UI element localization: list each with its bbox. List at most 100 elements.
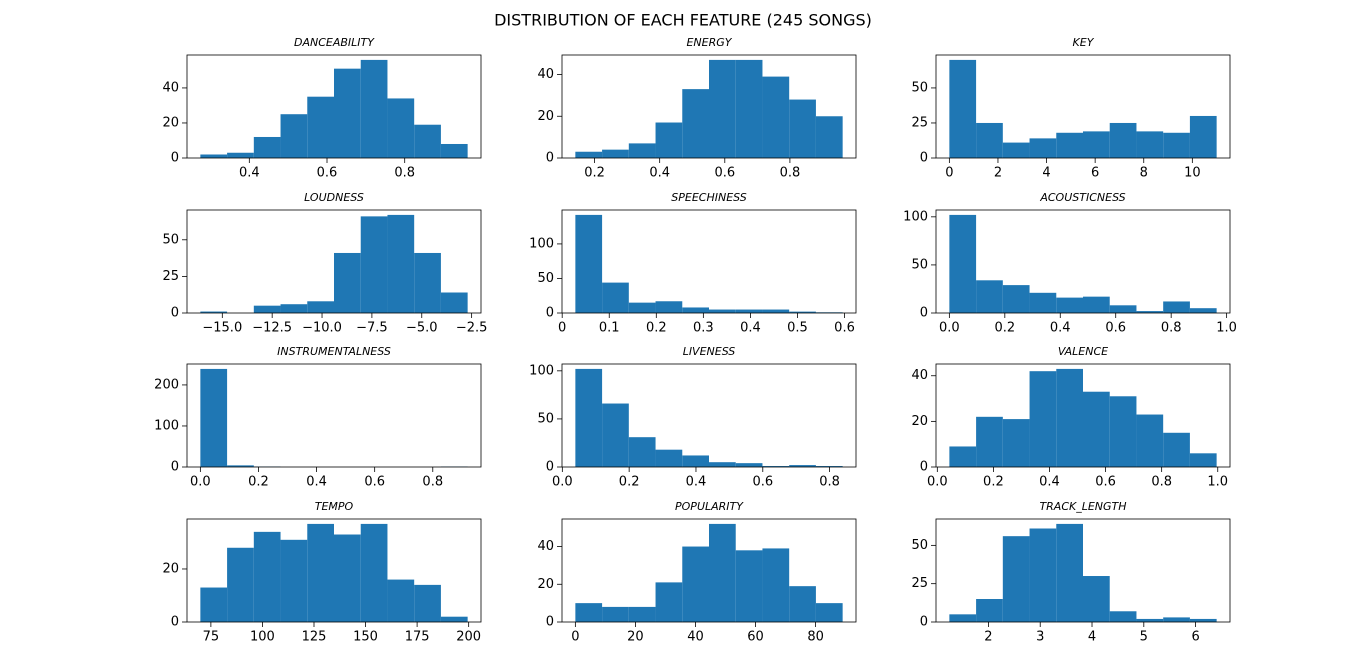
bar: [307, 301, 334, 313]
bar: [1189, 453, 1217, 467]
subplot-title: TEMPO: [315, 500, 354, 513]
bar: [1002, 419, 1030, 467]
y-tick-label: 40: [537, 539, 554, 554]
x-tick-label: 0: [945, 166, 953, 181]
bar: [1056, 523, 1083, 622]
x-tick-label: 0.0: [552, 475, 573, 490]
bar: [628, 606, 656, 622]
x-tick-label: 0.6: [834, 321, 855, 336]
bar: [682, 89, 709, 158]
axes-frame: [935, 363, 1231, 468]
bar: [1109, 122, 1137, 158]
bar: [1056, 368, 1083, 467]
bar: [280, 539, 308, 622]
bar: [602, 149, 629, 158]
bar: [815, 466, 843, 467]
x-tick-label: 75: [203, 630, 220, 645]
y-tick-label: 50: [911, 257, 928, 272]
bar: [682, 546, 709, 622]
axes-frame: [561, 209, 857, 314]
bar: [1109, 396, 1137, 467]
x-tick-label: 0.8: [422, 475, 443, 490]
bar: [602, 282, 629, 313]
bar: [789, 586, 816, 622]
bar: [1163, 301, 1190, 313]
x-tick-label: 0.6: [1095, 475, 1116, 490]
x-tick-label: 10: [1184, 166, 1201, 181]
bar: [307, 523, 334, 622]
bar: [1109, 305, 1137, 313]
x-tick-label: 0.8: [819, 475, 840, 490]
bar: [1083, 296, 1110, 313]
bar: [709, 462, 736, 467]
y-tick-label: 100: [529, 363, 554, 378]
axes-frame: [186, 518, 482, 623]
bar: [575, 214, 603, 313]
subplot-title: LOUDNESS: [304, 191, 364, 204]
bar: [387, 98, 415, 158]
y-tick-label: 20: [162, 115, 179, 130]
y-tick-label: 50: [162, 232, 179, 247]
bar: [762, 466, 790, 467]
y-tick-label: 0: [171, 615, 179, 630]
bar: [1083, 391, 1110, 467]
subplot: 0.0 0.2 0.4 0.6 0.8 0 50 100 LIVENESS: [529, 345, 857, 490]
subplot-title: LIVENESS: [683, 345, 736, 358]
subplot-title: INSTRUMENTALNESS: [277, 345, 391, 358]
bar: [307, 96, 334, 158]
subplot: 0.0 0.2 0.4 0.6 0.8 1.0 0 50 100 ACOUSTICNESS: [903, 191, 1237, 336]
y-tick-label: 40: [911, 368, 928, 383]
bar: [227, 152, 254, 158]
x-tick-label: 0.4: [686, 475, 707, 490]
bar: [334, 68, 361, 158]
x-tick-label: 0.0: [939, 321, 960, 336]
bar: [360, 523, 388, 622]
bar: [414, 584, 441, 622]
x-tick-label: 4: [1088, 630, 1096, 645]
x-tick-label: 0.1: [599, 321, 620, 336]
subplot: 0.0 0.2 0.4 0.6 0.8 0 100 200 INSTRUMENTALNESS: [154, 345, 482, 490]
bar: [280, 114, 308, 158]
bar: [200, 368, 228, 467]
bar: [815, 116, 843, 158]
x-tick-label: 40: [687, 630, 704, 645]
subplot-title: TRACK_LENGTH: [1039, 500, 1126, 513]
x-tick-label: 0.2: [646, 321, 667, 336]
bar: [253, 305, 281, 313]
bar: [440, 292, 468, 313]
bar: [1029, 138, 1057, 158]
bar: [280, 304, 308, 313]
bar: [655, 122, 683, 158]
y-tick-label: 50: [537, 271, 554, 286]
x-tick-label: −7.5: [356, 321, 388, 336]
bar: [334, 252, 361, 313]
x-tick-label: 175: [405, 630, 430, 645]
bar: [440, 616, 468, 622]
subplot-title: POPULARITY: [675, 500, 744, 513]
bar: [709, 309, 736, 313]
x-tick-label: 0.8: [780, 166, 801, 181]
bar: [227, 547, 254, 622]
bar: [253, 136, 281, 158]
y-tick-label: 100: [529, 236, 554, 251]
bar: [1109, 611, 1137, 622]
bar: [949, 214, 977, 313]
y-tick-label: 100: [154, 418, 179, 433]
bar: [575, 603, 603, 622]
x-tick-label: 0.4: [649, 166, 670, 181]
bar: [1056, 132, 1083, 158]
x-tick-label: 0.8: [394, 166, 415, 181]
bar: [976, 599, 1003, 622]
x-tick-label: 0.4: [740, 321, 761, 336]
bar: [1002, 536, 1030, 622]
bar: [1136, 618, 1164, 622]
bar: [575, 368, 603, 467]
y-tick-label: 0: [920, 615, 928, 630]
y-tick-label: 100: [903, 209, 928, 224]
x-tick-label: 0: [558, 321, 566, 336]
x-tick-label: 0.4: [239, 166, 260, 181]
x-tick-label: −2.5: [456, 321, 488, 336]
bar: [387, 579, 415, 622]
y-tick-label: 40: [537, 67, 554, 82]
